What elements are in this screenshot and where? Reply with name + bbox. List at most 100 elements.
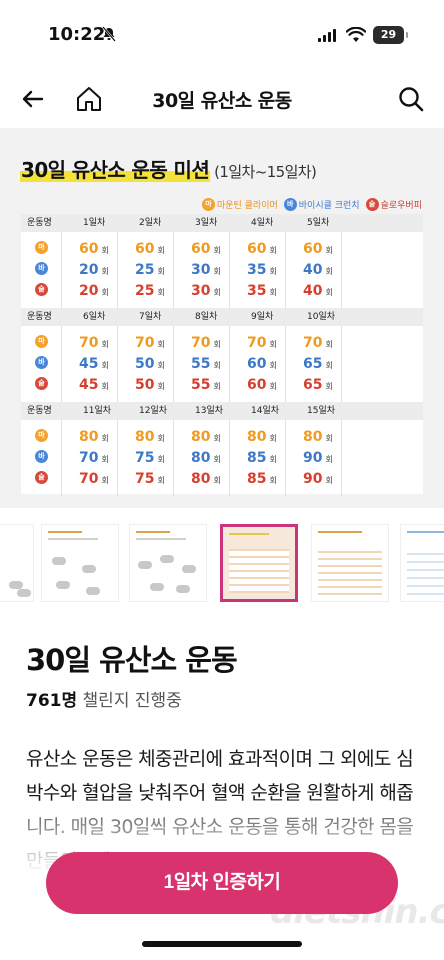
table-cell: 35 회 bbox=[247, 280, 277, 299]
image-thumbnail-strip[interactable] bbox=[0, 524, 444, 606]
rep-count: 60 bbox=[247, 241, 267, 257]
rep-unit: 회 bbox=[157, 340, 165, 349]
table-day-header: 7일차 bbox=[139, 312, 162, 322]
exercise-badge: 마 bbox=[35, 241, 48, 254]
rep-unit: 회 bbox=[213, 340, 221, 349]
rep-count: 30 bbox=[191, 262, 211, 278]
rep-unit: 회 bbox=[157, 476, 165, 485]
table-day-header: 14일차 bbox=[251, 406, 280, 416]
thumbnail-2[interactable] bbox=[41, 524, 119, 602]
mission-image[interactable]: 30일 유산소 운동 미션 (1일차~15일차) 마 마운틴 클라이머 바 바이시… bbox=[0, 128, 444, 508]
rep-unit: 회 bbox=[269, 361, 277, 370]
table-divider bbox=[173, 420, 174, 496]
rep-count: 60 bbox=[135, 241, 155, 257]
rep-count: 25 bbox=[135, 283, 155, 299]
table-cell: 50 회 bbox=[135, 353, 165, 372]
table-divider bbox=[173, 326, 174, 402]
table-cell: 90 회 bbox=[303, 468, 333, 487]
rep-unit: 회 bbox=[269, 455, 277, 464]
rep-count: 40 bbox=[303, 262, 323, 278]
table-cell: 60 회 bbox=[247, 238, 277, 257]
exercise-badge: 바 bbox=[35, 450, 48, 463]
table-cell: 60 회 bbox=[135, 238, 165, 257]
rep-count: 60 bbox=[79, 241, 99, 257]
thumbnail-1[interactable] bbox=[0, 524, 34, 602]
rep-unit: 회 bbox=[213, 382, 221, 391]
rep-count: 20 bbox=[79, 262, 99, 278]
table-cell: 70 회 bbox=[79, 468, 109, 487]
rep-unit: 회 bbox=[325, 434, 333, 443]
table-divider bbox=[341, 326, 342, 402]
rep-count: 45 bbox=[79, 356, 99, 372]
home-indicator bbox=[142, 941, 302, 947]
table-divider bbox=[341, 420, 342, 496]
table-cell: 60 회 bbox=[247, 374, 277, 393]
table-divider bbox=[285, 326, 286, 402]
rep-count: 70 bbox=[135, 335, 155, 351]
rep-count: 65 bbox=[303, 377, 323, 393]
rep-unit: 회 bbox=[325, 361, 333, 370]
rep-count: 60 bbox=[247, 377, 267, 393]
rep-unit: 회 bbox=[101, 340, 109, 349]
home-icon[interactable] bbox=[74, 84, 104, 114]
table-cell: 80 회 bbox=[79, 426, 109, 445]
mission-heading: 30일 유산소 운동 미션 (1일차~15일차) bbox=[20, 154, 317, 183]
rep-unit: 회 bbox=[101, 434, 109, 443]
rep-count: 70 bbox=[79, 450, 99, 466]
table-cell: 80 회 bbox=[191, 447, 221, 466]
table-cell: 70 회 bbox=[79, 332, 109, 351]
mission-table: 운동명 1일차 2일차 3일차 4일차 5일차 마 60 회 60 회 60 회 60 회 60 회 바 20 회 25… bbox=[21, 214, 423, 496]
rep-unit: 회 bbox=[213, 246, 221, 255]
rep-unit: 회 bbox=[157, 267, 165, 276]
table-cell: 80 회 bbox=[303, 426, 333, 445]
legend-label: 마운틴 클라이머 bbox=[216, 201, 278, 211]
cellular-signal-icon bbox=[318, 29, 336, 42]
table-cell: 85 회 bbox=[247, 468, 277, 487]
rep-unit: 회 bbox=[213, 434, 221, 443]
certify-day-button[interactable]: 1일차 인증하기 bbox=[46, 852, 398, 914]
thumbnail-4-selected[interactable] bbox=[220, 524, 298, 602]
thumbnail-5[interactable] bbox=[311, 524, 389, 602]
search-icon[interactable] bbox=[396, 84, 426, 114]
table-divider bbox=[229, 326, 230, 402]
table-cell: 75 회 bbox=[135, 447, 165, 466]
table-divider bbox=[285, 232, 286, 308]
battery-icon: 29 bbox=[373, 26, 408, 44]
table-divider bbox=[117, 326, 118, 402]
rep-count: 50 bbox=[135, 356, 155, 372]
back-arrow-icon[interactable] bbox=[18, 84, 48, 114]
rep-unit: 회 bbox=[325, 288, 333, 297]
legend-badge: 바 bbox=[283, 198, 297, 211]
rep-unit: 회 bbox=[269, 246, 277, 255]
rep-count: 75 bbox=[135, 471, 155, 487]
table-cell: 60 회 bbox=[247, 353, 277, 372]
table-header-row: 운동명 6일차 7일차 8일차 9일차 10일차 bbox=[21, 308, 423, 326]
legend-label: 슬로우버피 bbox=[380, 201, 422, 211]
table-cell: 70 회 bbox=[303, 332, 333, 351]
rep-unit: 회 bbox=[101, 476, 109, 485]
table-divider bbox=[173, 232, 174, 308]
legend-item-mountain-climber: 마 마운틴 클라이머 bbox=[201, 198, 278, 211]
rep-count: 35 bbox=[247, 283, 267, 299]
table-divider bbox=[341, 232, 342, 308]
rep-unit: 회 bbox=[325, 455, 333, 464]
challenge-title: 30일 유산소 운동 bbox=[26, 643, 238, 677]
table-row-header: 운동명 bbox=[27, 312, 52, 322]
exercise-legend: 마 마운틴 클라이머 바 바이시클 크런치 슬 슬로우버피 bbox=[201, 198, 422, 211]
thumbnail-6[interactable] bbox=[400, 524, 444, 602]
table-day-header: 10일차 bbox=[307, 312, 336, 322]
exercise-badge: 바 bbox=[35, 356, 48, 369]
rep-unit: 회 bbox=[157, 434, 165, 443]
page-title: 30일 유산소 운동 bbox=[152, 90, 292, 112]
rep-unit: 회 bbox=[157, 246, 165, 255]
table-cell: 80 회 bbox=[191, 468, 221, 487]
rep-unit: 회 bbox=[101, 267, 109, 276]
table-cell: 55 회 bbox=[191, 374, 221, 393]
participants-status: 챌린지 진행중 bbox=[82, 691, 182, 711]
table-block: 운동명 6일차 7일차 8일차 9일차 10일차 마 70 회 70 회 70 회 70 회 70 회 바 45 회 5… bbox=[21, 308, 423, 402]
table-row-header: 운동명 bbox=[27, 406, 52, 416]
table-divider bbox=[285, 420, 286, 496]
rep-count: 80 bbox=[135, 429, 155, 445]
table-cell: 55 회 bbox=[191, 353, 221, 372]
thumbnail-3[interactable] bbox=[129, 524, 207, 602]
